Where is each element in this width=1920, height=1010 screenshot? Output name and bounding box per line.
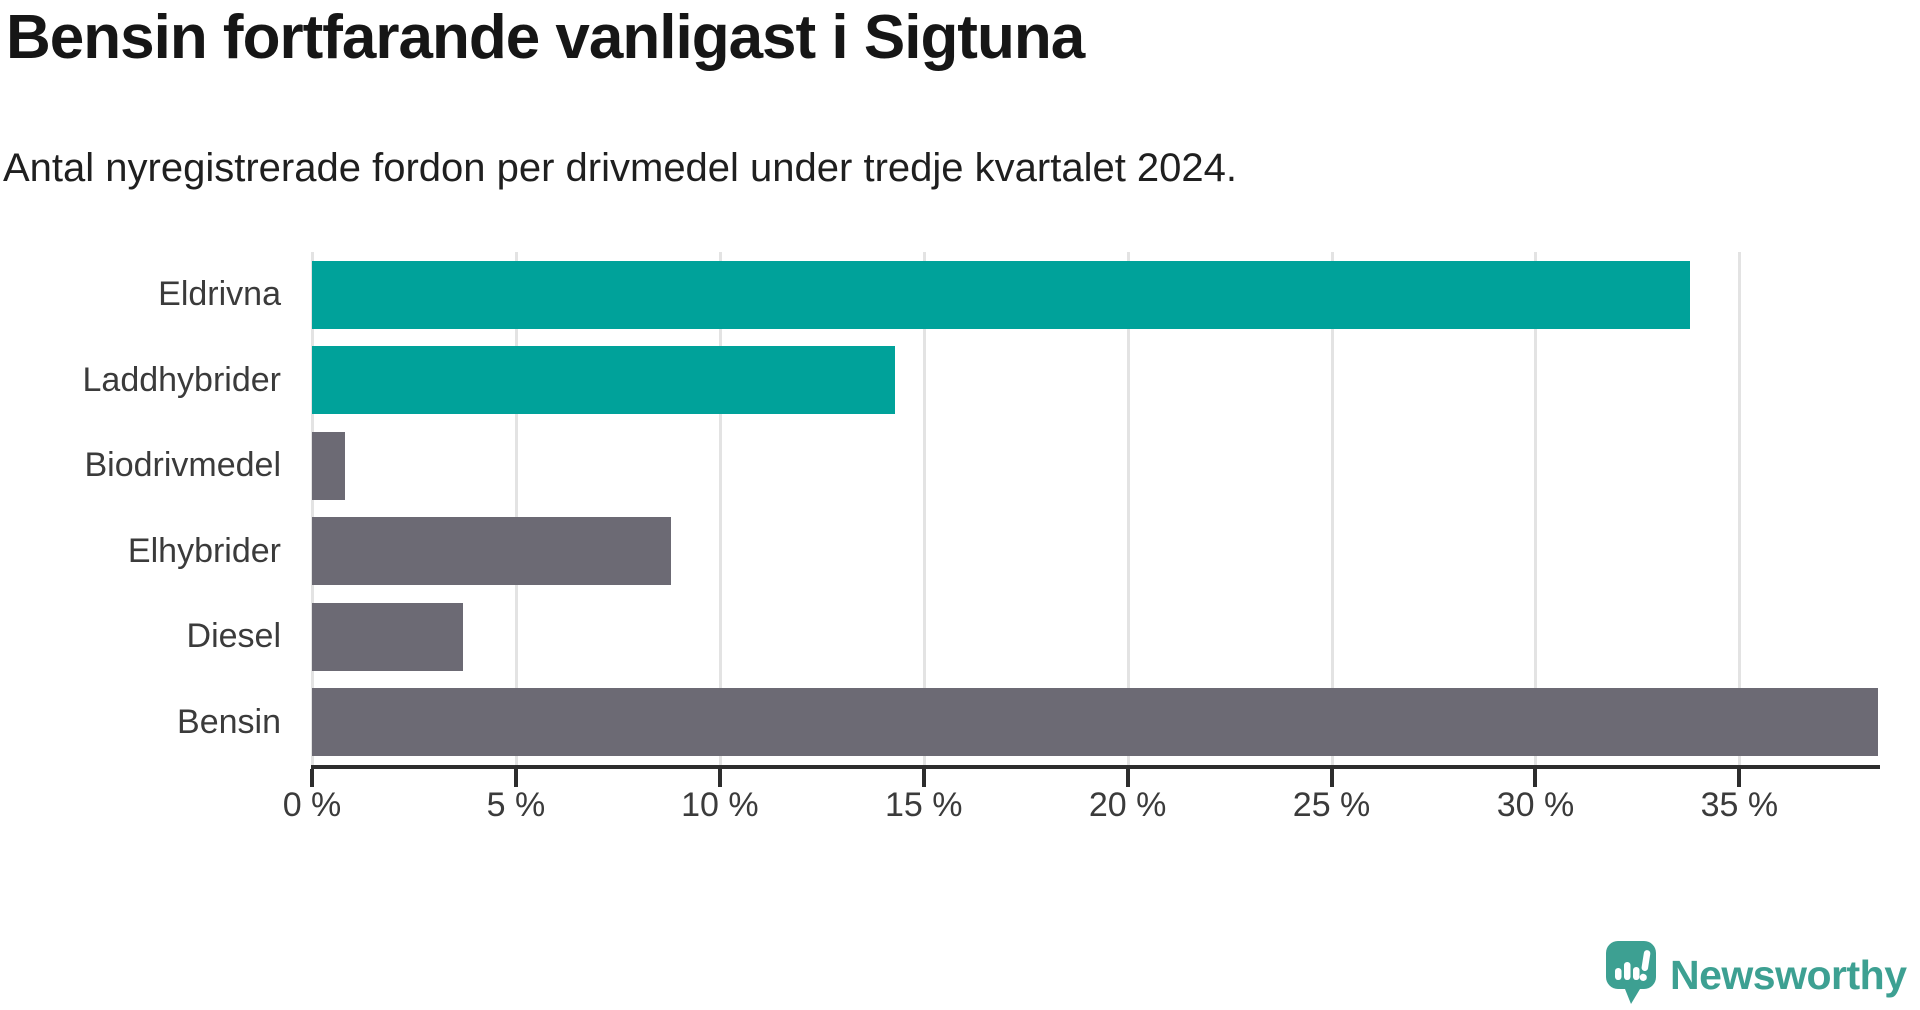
x-tick-label-30pct: 30 % [1496, 786, 1575, 824]
x-axis-tick-labels: 0 % 5 % 10 % 15 % 20 % 25 % 30 % 35 % [283, 786, 1878, 828]
x-tick-label-5pct: 5 % [486, 786, 546, 824]
x-tick-20pct [1125, 769, 1130, 787]
chart-title: Bensin fortfarande vanligast i Sigtuna [6, 3, 1085, 72]
x-tick-label-20pct: 20 % [1088, 786, 1167, 824]
bar-eldrivna [312, 260, 1691, 329]
x-tick-35pct [1737, 769, 1742, 787]
plot-area [311, 252, 1878, 765]
x-tick-25pct [1329, 769, 1334, 787]
bar-laddhybrider [312, 346, 896, 415]
newsworthy-logo: Newsworthy [1606, 940, 1907, 1010]
bar-biodrivmedel [312, 431, 345, 500]
x-axis-ticks [310, 769, 1878, 787]
chart-subtitle: Antal nyregistrerade fordon per drivmede… [3, 146, 1238, 190]
bar-diesel [312, 602, 463, 671]
bar-elhybrider [312, 517, 671, 586]
category-label-diesel: Diesel [186, 617, 281, 656]
x-tick-0pct [310, 769, 314, 787]
category-label-biodrivmedel: Biodrivmedel [84, 446, 281, 485]
x-tick-10pct [717, 769, 722, 787]
x-tick-5pct [513, 769, 518, 787]
x-tick-label-10pct: 10 % [681, 786, 759, 824]
gridline-10pct [718, 252, 722, 765]
gridline-35pct [1738, 252, 1742, 765]
gridline-30pct [1534, 252, 1538, 765]
x-tick-label-15pct: 15 % [884, 786, 963, 824]
category-label-bensin: Bensin [177, 702, 281, 741]
gridline-20pct [1126, 252, 1130, 765]
gridline-25pct [1330, 252, 1334, 765]
x-tick-label-35pct: 35 % [1700, 786, 1779, 824]
gridline-5pct [514, 252, 518, 765]
x-axis-line [311, 765, 1880, 769]
x-tick-30pct [1533, 769, 1538, 787]
newsworthy-speech-bubble-chart-icon [1606, 940, 1657, 1010]
x-tick-label-25pct: 25 % [1292, 786, 1371, 824]
gridline-15pct [922, 252, 926, 765]
x-tick-label-0pct: 0 % [282, 786, 342, 824]
category-label-eldrivna: Eldrivna [158, 275, 281, 314]
category-label-elhybrider: Elhybrider [127, 531, 281, 570]
x-tick-15pct [921, 769, 926, 787]
gridline-0pct [311, 252, 314, 765]
category-label-laddhybrider: Laddhybrider [82, 360, 281, 399]
bar-bensin [312, 688, 1878, 757]
newsworthy-logo-text: Newsworthy [1670, 951, 1907, 998]
y-axis-category-labels: Eldrivna Laddhybrider Biodrivmedel Elhybrid… [0, 252, 292, 765]
